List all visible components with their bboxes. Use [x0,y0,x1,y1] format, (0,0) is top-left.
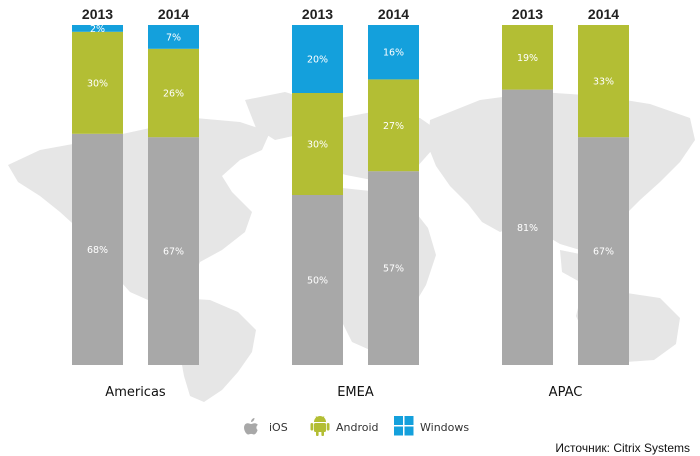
legend-label-android: Android [336,421,379,434]
bar-apac-2014-ios [578,137,629,365]
bar-emea-2014-windows [368,25,419,80]
data-label-emea-2013-android: 30% [307,140,328,151]
year-label-apac-2013: 2013 [512,6,543,22]
year-label-emea-2014: 2014 [378,6,409,22]
bar-americas-2014-android [148,48,199,138]
source-note: Источник: Citrix Systems [555,441,690,455]
bar-americas-2014-ios [148,137,199,365]
data-label-americas-2014-ios: 67% [163,247,184,258]
bar-apac-2013-ios [502,89,553,365]
bar-americas-2013-android [72,31,123,134]
bar-apac-2014-android [578,25,629,138]
data-label-americas-2014-android: 26% [163,89,184,100]
android-icon [310,416,330,436]
bar-emea-2013-windows [292,25,343,93]
bar-emea-2014-android [368,79,419,172]
data-label-americas-2013-ios: 68% [87,245,108,256]
year-label-americas-2014: 2014 [158,6,189,22]
data-label-apac-2013-android: 19% [517,53,538,64]
legend-item-windows: Windows [394,416,469,436]
bar-emea-2013-android [292,93,343,195]
group-label-emea: EMEA [337,385,374,400]
year-label-apac-2014: 2014 [588,6,619,22]
axis-labels-layer: 2013 2014 Americas 2013 2014 EMEA 2013 2014 APAC [82,6,619,400]
group-label-americas: Americas [105,385,166,400]
year-label-americas-2013: 2013 [82,6,113,22]
data-label-americas-2013-windows: 2% [90,24,105,35]
legend-label-windows: Windows [420,421,469,434]
data-label-americas-2014-windows: 7% [166,32,181,43]
apple-icon [244,418,258,435]
data-label-emea-2014-windows: 16% [383,48,404,59]
data-label-emea-2014-android: 27% [383,121,404,132]
legend-item-android: Android [310,416,379,436]
data-label-emea-2013-windows: 20% [307,55,328,66]
data-label-apac-2014-android: 33% [593,77,614,88]
data-label-emea-2014-ios: 57% [383,264,404,275]
bar-americas-2014-windows [148,25,199,49]
map-north-america [8,118,270,300]
bar-americas-2013-ios [72,133,123,365]
legend: iOS Android [244,416,469,436]
data-label-americas-2013-android: 30% [87,78,108,89]
group-label-apac: APAC [549,385,583,400]
legend-label-ios: iOS [269,421,288,434]
bar-apac-2013-android [502,25,553,90]
data-label-emea-2013-ios: 50% [307,276,328,287]
bar-emea-2013-ios [292,195,343,365]
data-label-apac-2014-ios: 67% [593,247,614,258]
bars-layer: 68% 30% 2% 67% 26% 7% 50% 30% 20% 57% 27% 16% 81% 19%… [72,24,629,365]
windows-icon [394,416,414,436]
bar-emea-2014-ios [368,171,419,365]
data-label-apac-2013-ios: 81% [517,223,538,234]
map-asia [428,92,695,250]
legend-item-ios: iOS [244,418,288,435]
year-label-emea-2013: 2013 [302,6,333,22]
bar-americas-2013-windows [72,25,123,32]
